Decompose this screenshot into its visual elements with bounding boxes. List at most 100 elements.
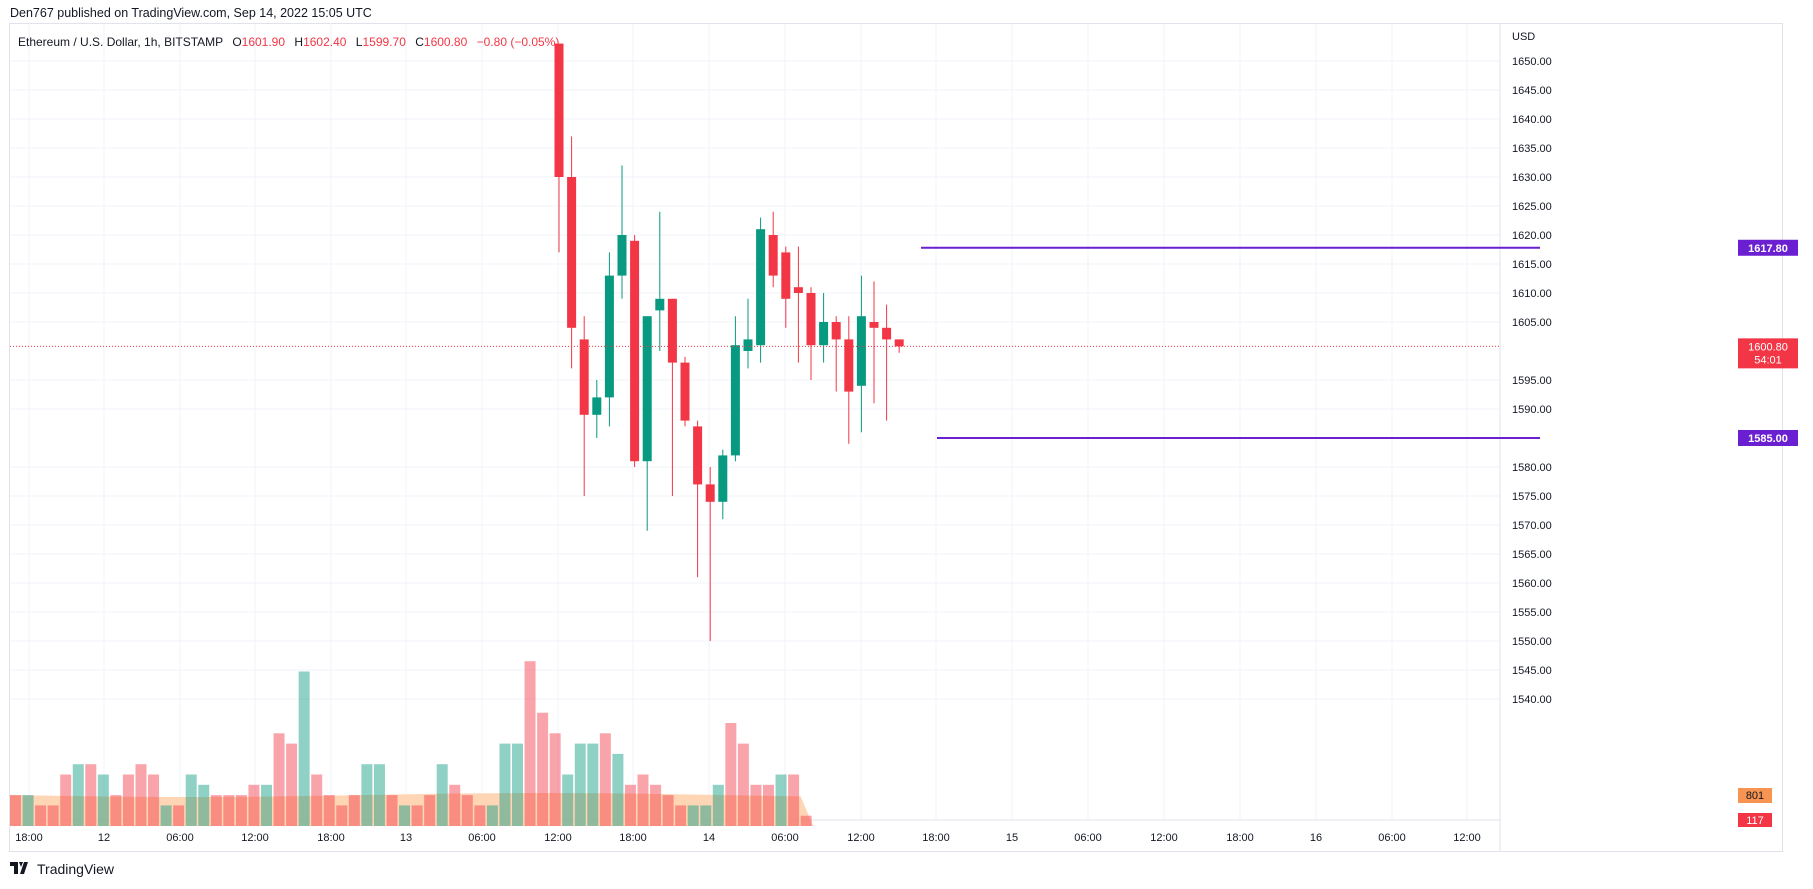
- candle-body[interactable]: [831, 322, 841, 340]
- volume-bar: [148, 774, 160, 826]
- price-tick-label: 1550.00: [1512, 636, 1552, 648]
- candle-body[interactable]: [655, 298, 665, 311]
- volume-bar: [261, 784, 272, 826]
- time-tick-label: 06:00: [1074, 832, 1102, 844]
- volume-bar: [474, 805, 486, 826]
- volume-bar: [361, 764, 373, 826]
- price-tick-label: 1645.00: [1512, 85, 1552, 97]
- time-tick-label: 18:00: [922, 832, 950, 844]
- volume-bar: [248, 784, 260, 826]
- candle-body[interactable]: [819, 322, 829, 346]
- price-tick-label: 1555.00: [1512, 607, 1552, 619]
- candle-body[interactable]: [617, 235, 627, 276]
- candle-body[interactable]: [667, 298, 677, 363]
- candle-body[interactable]: [756, 229, 766, 346]
- candle-body[interactable]: [592, 397, 602, 415]
- candle-body[interactable]: [869, 322, 879, 328]
- time-tick-label: 14: [703, 832, 715, 844]
- volume-bar: [223, 795, 235, 826]
- candle-body[interactable]: [806, 293, 816, 346]
- candle-body[interactable]: [718, 455, 728, 502]
- price-tick-label: 1590.00: [1512, 404, 1552, 416]
- volume-bar: [687, 805, 699, 826]
- candle-body[interactable]: [567, 177, 577, 328]
- price-tick-label: 1615.00: [1512, 259, 1552, 271]
- price-tick-label: 1630.00: [1512, 172, 1552, 184]
- candle-body[interactable]: [781, 252, 791, 299]
- price-tick-label: 1635.00: [1512, 143, 1552, 155]
- symbol-title[interactable]: Ethereum / U.S. Dollar, 1h, BITSTAMP: [18, 35, 223, 49]
- close-value: 1600.80: [423, 35, 468, 49]
- candle-body[interactable]: [743, 339, 753, 351]
- time-tick-label: 12:00: [847, 832, 875, 844]
- volume-bar: [675, 805, 687, 826]
- candle-body[interactable]: [642, 316, 652, 462]
- price-tick-label: 1625.00: [1512, 201, 1552, 213]
- volume-bar: [72, 764, 84, 826]
- candle-body[interactable]: [680, 362, 690, 421]
- volume-bar: [160, 805, 172, 826]
- volume-bar: [298, 671, 310, 826]
- volume-bar: [348, 795, 360, 826]
- volume-bar: [499, 743, 511, 826]
- candle-body[interactable]: [882, 327, 892, 340]
- high-label: H: [294, 35, 304, 49]
- volume-bar: [587, 743, 599, 826]
- candle-body[interactable]: [730, 345, 740, 456]
- time-tick-label: 15: [1006, 832, 1018, 844]
- candle-body[interactable]: [693, 426, 703, 485]
- level-price-tag: [1738, 239, 1798, 256]
- volume-bar: [549, 733, 561, 826]
- volume-bar: [662, 795, 674, 826]
- time-tick-label: 18:00: [15, 832, 43, 844]
- volume-bar: [512, 743, 523, 826]
- candle-body[interactable]: [768, 235, 778, 276]
- open-label: O: [232, 35, 242, 49]
- candle-body[interactable]: [630, 240, 640, 462]
- volume-bar: [373, 764, 385, 826]
- volume-bar: [612, 753, 624, 826]
- price-tick-label: 1570.00: [1512, 520, 1552, 532]
- volume-bar: [323, 795, 335, 826]
- volume-bar: [763, 784, 774, 826]
- volume-bar: [775, 774, 787, 826]
- volume-bar: [235, 795, 247, 826]
- volume-bar: [336, 805, 348, 826]
- current-price-tag: [1738, 338, 1798, 369]
- candle-body[interactable]: [844, 339, 854, 392]
- volume-ma-label: 801: [1746, 790, 1764, 802]
- time-tick-label: 18:00: [1226, 832, 1254, 844]
- low-label: L: [355, 35, 363, 49]
- time-tick-label: 06:00: [166, 832, 194, 844]
- price-tick-label: 1640.00: [1512, 114, 1552, 126]
- candle-body[interactable]: [604, 275, 614, 398]
- price-axis-currency: USD: [1512, 31, 1535, 43]
- volume-bar: [524, 661, 536, 826]
- time-tick-label: 12:00: [544, 832, 572, 844]
- volume-last-tag: [1738, 813, 1772, 827]
- candle-body[interactable]: [705, 484, 715, 502]
- candle-body[interactable]: [856, 316, 866, 386]
- footer-brand[interactable]: TradingView: [10, 861, 114, 877]
- publisher-header: Den767 published on TradingView.com, Sep…: [10, 6, 372, 20]
- time-tick-label: 16: [1310, 832, 1322, 844]
- volume-bar: [436, 764, 448, 826]
- volume-bar: [637, 774, 649, 826]
- time-tick-label: 13: [400, 832, 412, 844]
- time-tick-label: 12: [98, 832, 110, 844]
- volume-bar: [10, 795, 21, 826]
- candle-body[interactable]: [579, 339, 589, 415]
- volume-bar: [286, 743, 298, 826]
- volume-bar: [122, 774, 134, 826]
- candle-body[interactable]: [793, 287, 803, 293]
- volume-bar: [273, 733, 285, 826]
- time-tick-label: 18:00: [619, 832, 647, 844]
- volume-bar: [386, 795, 398, 826]
- brand-name: TradingView: [37, 861, 115, 877]
- candle-body[interactable]: [894, 339, 904, 347]
- candle-body[interactable]: [554, 43, 564, 177]
- close-label: C: [415, 35, 424, 49]
- price-tick-label: 1560.00: [1512, 578, 1552, 590]
- price-tick-label: 1610.00: [1512, 288, 1552, 300]
